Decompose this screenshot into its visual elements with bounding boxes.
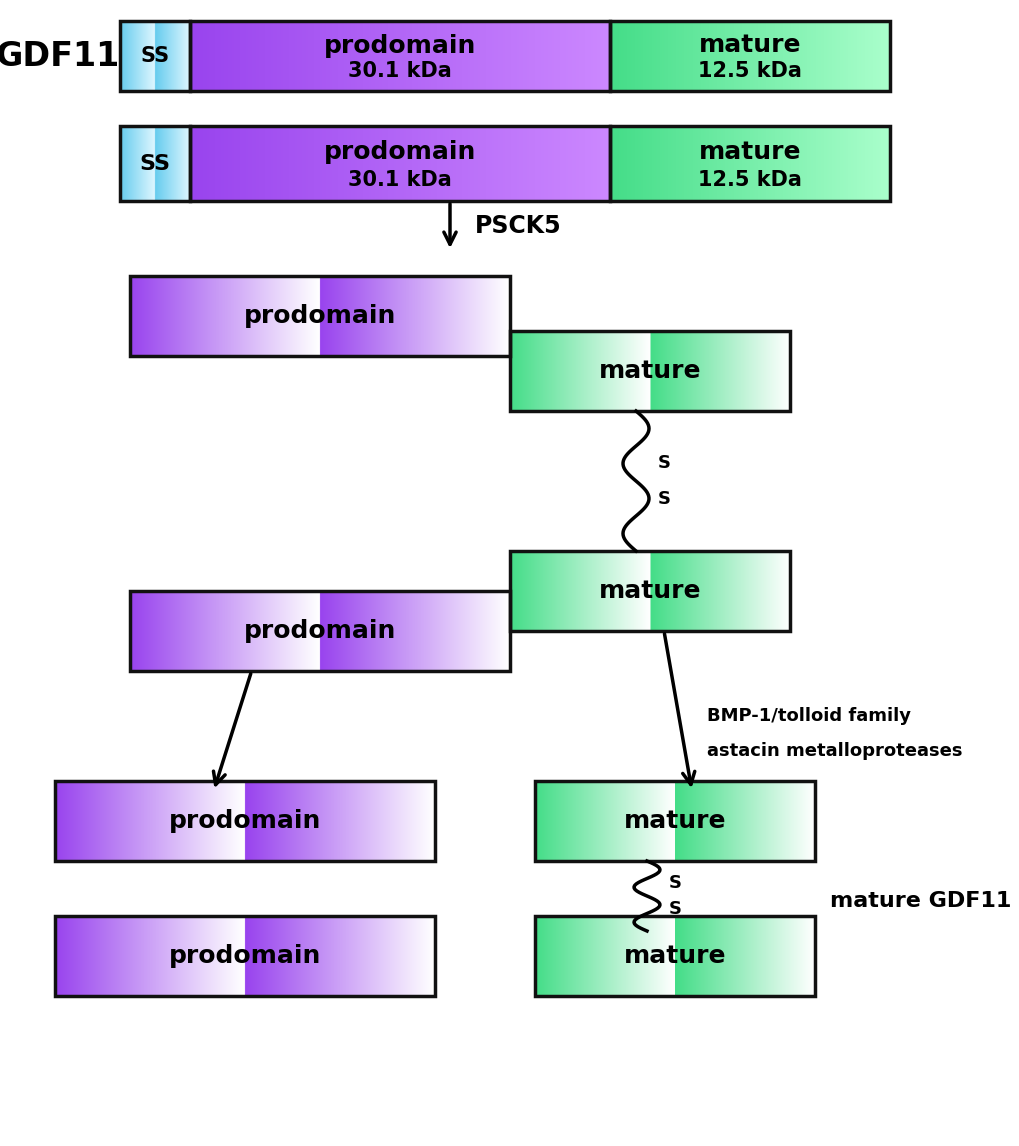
Text: S: S <box>668 900 682 918</box>
Text: prodomain: prodomain <box>244 619 395 643</box>
Text: mature: mature <box>698 33 801 57</box>
Bar <box>190 126 609 201</box>
Text: mature: mature <box>598 359 701 383</box>
Bar <box>120 126 190 201</box>
Text: mature: mature <box>598 579 701 603</box>
Text: prodomain: prodomain <box>169 944 321 968</box>
Text: 30.1 kDa: 30.1 kDa <box>347 62 451 81</box>
Text: BMP-1/tolloid family: BMP-1/tolloid family <box>706 707 910 725</box>
Text: 30.1 kDa: 30.1 kDa <box>347 170 451 190</box>
Text: prodomain: prodomain <box>323 140 476 164</box>
Text: prodomain: prodomain <box>169 809 321 833</box>
Bar <box>535 782 814 861</box>
Text: S: S <box>668 874 682 892</box>
Bar <box>510 551 790 631</box>
Bar <box>535 916 814 996</box>
Bar <box>129 276 510 356</box>
Bar <box>120 21 190 91</box>
Text: SS: SS <box>140 154 170 173</box>
Text: mature: mature <box>698 140 801 164</box>
Text: PSCK5: PSCK5 <box>475 214 561 238</box>
Text: mature: mature <box>624 809 726 833</box>
Text: GDF11: GDF11 <box>0 39 120 72</box>
Bar <box>55 916 434 996</box>
Text: SS: SS <box>141 46 169 66</box>
Bar <box>129 591 510 672</box>
Bar <box>510 331 790 411</box>
Text: prodomain: prodomain <box>244 304 395 328</box>
Text: 12.5 kDa: 12.5 kDa <box>697 170 801 190</box>
Text: S: S <box>657 490 671 508</box>
Bar <box>55 782 434 861</box>
Text: 12.5 kDa: 12.5 kDa <box>697 62 801 81</box>
Text: prodomain: prodomain <box>323 33 476 57</box>
Text: astacin metalloproteases: astacin metalloproteases <box>706 741 962 760</box>
Text: mature GDF11: mature GDF11 <box>829 890 1011 911</box>
Bar <box>609 126 890 201</box>
Text: S: S <box>657 454 671 472</box>
Text: mature: mature <box>624 944 726 968</box>
Bar <box>609 21 890 91</box>
Bar <box>190 21 609 91</box>
